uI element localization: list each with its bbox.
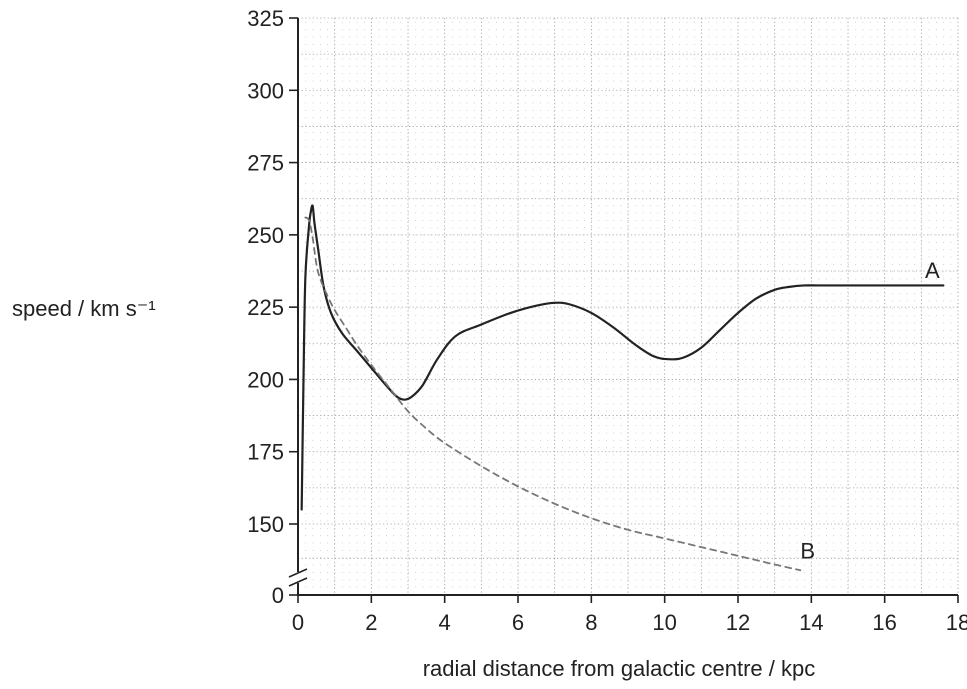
axis-break-slash-lower xyxy=(288,577,308,587)
x-tick-label: 14 xyxy=(799,610,823,635)
y-axis-title: speed / km s⁻¹ xyxy=(12,296,156,321)
x-axis-title: radial distance from galactic centre / k… xyxy=(423,656,816,681)
y-tick-label: 225 xyxy=(247,295,284,320)
curve-label-B: B xyxy=(800,539,815,564)
x-tick-label: 16 xyxy=(872,610,896,635)
axis-break-mark xyxy=(288,568,308,587)
x-tick-label: 6 xyxy=(512,610,524,635)
grid-background xyxy=(298,18,958,595)
x-ticks: 0 2 4 6 8 10 12 14 16 18 xyxy=(292,595,967,635)
y-tick-label-origin: 0 xyxy=(272,583,284,608)
x-tick-label: 4 xyxy=(439,610,451,635)
x-tick-label: 10 xyxy=(652,610,676,635)
y-tick-label: 275 xyxy=(247,151,284,176)
axes: 0 2 4 6 8 10 12 14 16 18 150 175 200 225 250 275 300 325… xyxy=(247,6,967,635)
y-ticks: 150 175 200 225 250 275 300 325 0 xyxy=(247,6,298,608)
y-tick-label: 175 xyxy=(247,440,284,465)
plot-area xyxy=(297,17,959,595)
x-tick-label: 0 xyxy=(292,610,304,635)
annotation-layer: AB xyxy=(800,258,940,563)
y-tick-label: 200 xyxy=(247,367,284,392)
x-tick-label: 8 xyxy=(585,610,597,635)
series-B-line xyxy=(304,216,802,572)
y-tick-label: 325 xyxy=(247,6,284,31)
series-A-line xyxy=(300,204,945,511)
y-tick-label: 150 xyxy=(247,512,284,537)
axis-break-gap xyxy=(294,572,302,583)
x-tick-label: 12 xyxy=(726,610,750,635)
x-tick-label: 18 xyxy=(946,610,967,635)
y-tick-label: 250 xyxy=(247,223,284,248)
axis-break-slash-upper xyxy=(288,568,308,578)
y-tick-label: 300 xyxy=(247,78,284,103)
curve-label-A: A xyxy=(925,258,940,283)
major-grid xyxy=(297,17,959,595)
series-layer xyxy=(300,204,945,572)
x-tick-label: 2 xyxy=(365,610,377,635)
